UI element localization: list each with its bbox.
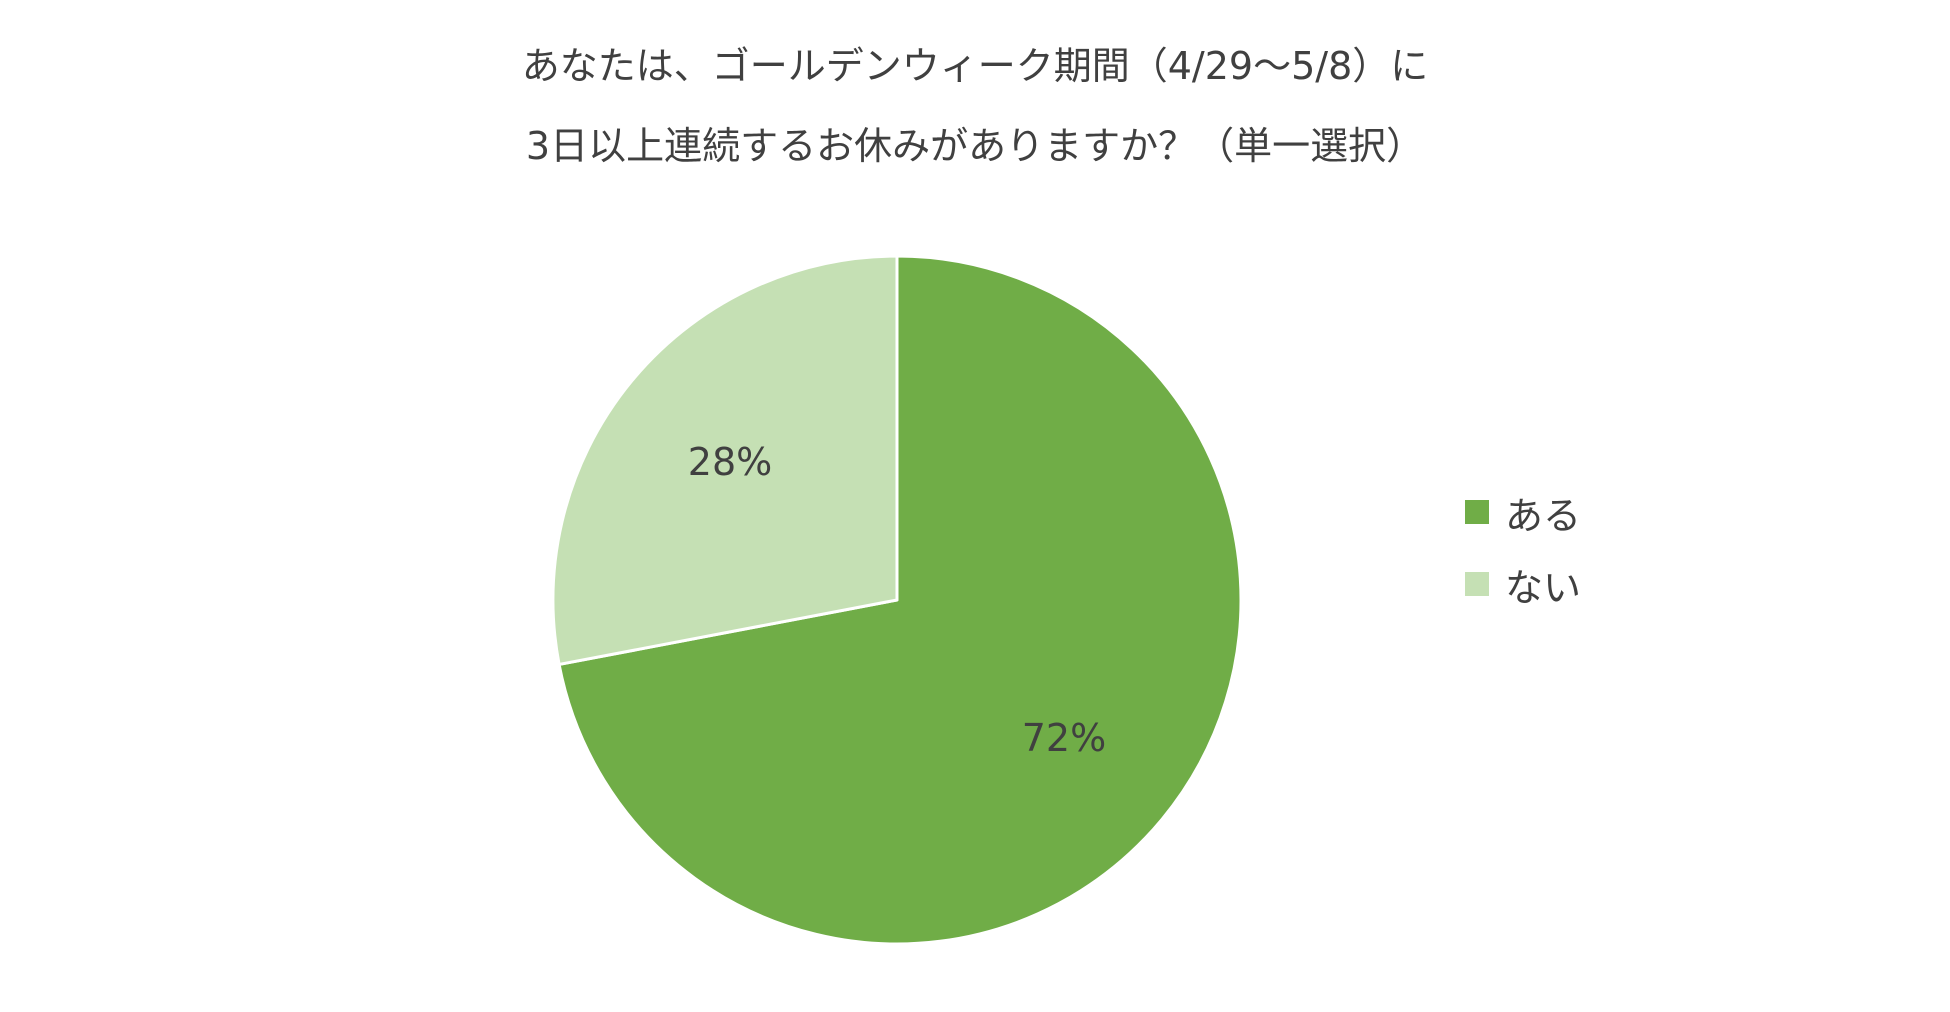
- chart-title-line-1: あなたは、ゴールデンウィーク期間（4/29〜5/8）に: [521, 44, 1429, 88]
- pie-slice-aru: [557, 254, 1243, 946]
- legend: ある ない: [1465, 476, 1581, 620]
- chart-title: あなたは、ゴールデンウィーク期間（4/29〜5/8）に 3日以上連続するお休みが…: [0, 26, 1950, 186]
- legend-label-aru: ある: [1505, 493, 1582, 538]
- pie-slices: [551, 254, 1243, 946]
- legend-swatch-aru: [1465, 500, 1489, 524]
- legend-swatch-nai: [1465, 572, 1489, 596]
- legend-item-nai: ない: [1465, 548, 1581, 620]
- data-label-nai: 28%: [688, 440, 772, 484]
- chart-title-line-2: 3日以上連続するお休みがありますか？（単一選択）: [525, 124, 1425, 168]
- data-label-aru: 72%: [1022, 716, 1106, 760]
- legend-label-nai: ない: [1505, 565, 1582, 610]
- pie-slice-nai: [551, 254, 899, 666]
- pie-data-labels: 72% 28%: [688, 440, 1106, 760]
- legend-item-aru: ある: [1465, 476, 1581, 548]
